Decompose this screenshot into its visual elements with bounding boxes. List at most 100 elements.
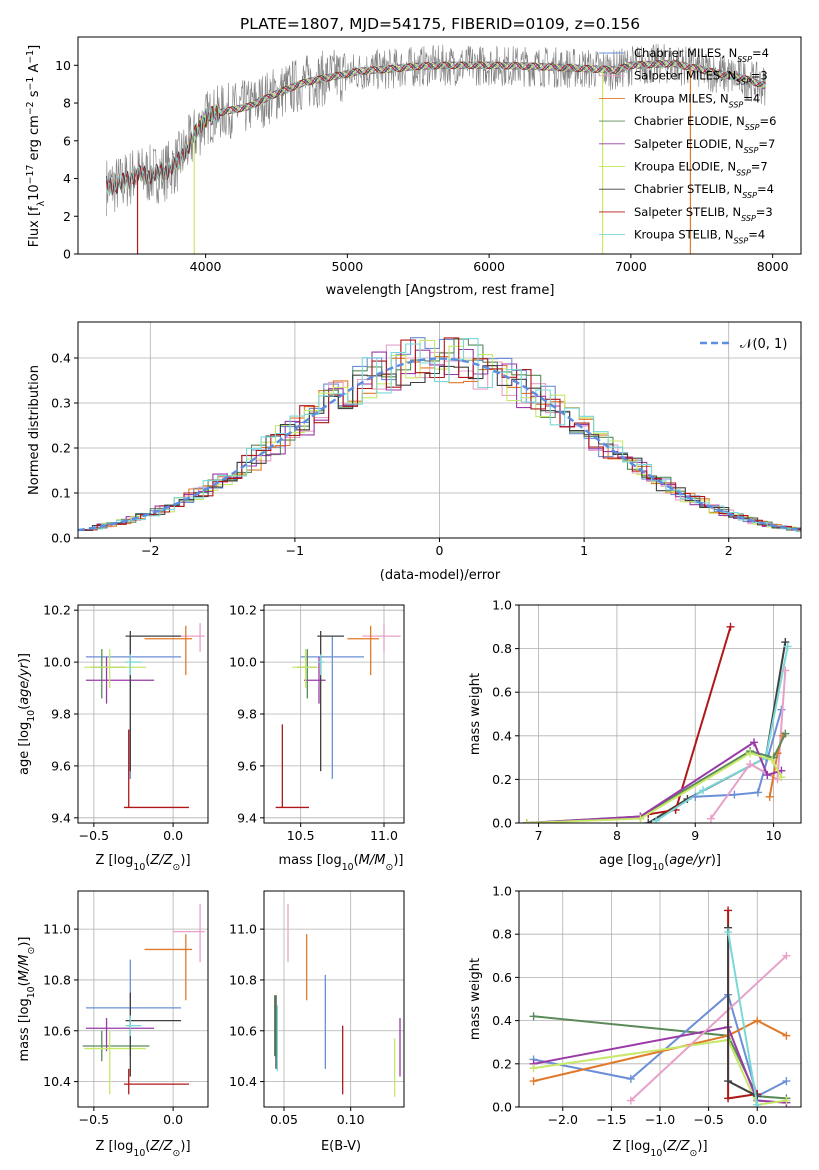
weight-marker [626,1096,635,1105]
weight-marker [626,1074,635,1083]
weight-marker [753,788,762,797]
weight-marker [768,755,777,764]
weight-line-salpeter_miles [710,670,787,820]
weight-marker [777,773,786,782]
y-tick-label: 10.0 [43,655,71,670]
axes-residuals: −2 −1 0 1 2 0.0 0.1 0.2 0.3 0.4 𝒩(0, 1) (data-model… [27,321,802,583]
weight-marker [636,814,645,823]
y-tick-label: 10.8 [229,972,257,987]
x-tick-label: −1 [286,543,304,558]
y-tick-label: 0.4 [492,728,512,743]
x-axis-label: Z [log10(Z/Z⊙)] [95,1139,190,1159]
x-axis-label: Z [log10(Z/Z⊙)] [95,853,190,873]
y-tick-label: 1.0 [492,884,512,899]
x-tick-label: 0 [436,543,444,558]
plot-area [529,906,791,1107]
axes-spectrum: 4000 5000 6000 7000 8000 0 2 4 6 8 10 Chabrier MILE… [25,36,802,298]
y-tick-label: 0.8 [492,641,512,656]
x-tick-label: 8 [613,828,621,843]
gaussian-curve [78,357,801,532]
axes-z_weight: −2.0 −1.5 −1.0 −0.5 0.0 0.0 0.2 0.4 0.6 0.8 1.0 Z [… [468,884,802,1159]
weight-marker [765,792,774,801]
axes-mass_age: 10.5 11.0 9.4 9.6 9.8 10.0 10.2 mass [log10(M/M… [229,603,405,873]
y-tick-label: 9.4 [237,810,257,825]
weight-marker [726,622,735,631]
y-axis-label: mass weight [468,958,483,1040]
axes-frame [263,890,405,1108]
weight-marker [782,1096,791,1105]
weight-line-kroupa_stelib [655,646,789,822]
y-tick-label: 10.6 [43,1023,71,1038]
weight-marker [753,1092,762,1101]
axes-z_mass: −0.5 0.0 10.4 10.6 10.8 11.0 Z [log10(Z/Z⊙)] ma… [17,890,209,1159]
x-tick-label: −2.0 [548,1112,578,1127]
x-tick-label: 11.0 [370,828,398,843]
x-tick-label: −0.5 [693,1112,723,1127]
weight-marker [529,1064,538,1073]
y-tick-label: 9.6 [51,758,71,773]
axes-ebv: 0.05 0.10 10.4 10.6 10.8 11.0 E(B-V) [229,890,405,1154]
x-tick-label: 7000 [615,259,647,274]
weight-marker [699,786,708,795]
x-tick-label: 0.10 [337,1112,365,1127]
weight-marker [529,1077,538,1086]
y-axis-label: mass [log10(M/M⊙)] [17,937,37,1062]
y-tick-label: 0.2 [492,1056,512,1071]
weight-marker [724,1094,733,1103]
weight-marker [529,1012,538,1021]
legend: Chabrier MILES, NSSP=4 Salpeter MILES, NS… [599,46,776,245]
weight-marker [522,819,531,823]
legend-label: 𝒩(0, 1) [740,337,787,352]
plot-area [275,623,401,809]
y-axis-label: Flux [fλ10−17 erg cm−2 s−1 A−1] [25,45,47,247]
weight-marker [782,951,791,960]
x-tick-label: 4000 [190,259,222,274]
y-tick-label: 0 [63,247,71,262]
x-tick-label: 6000 [473,259,505,274]
y-axis-label: mass weight [468,673,483,755]
y-tick-label: 0.6 [492,970,512,985]
y-tick-label: 0.3 [51,396,71,411]
weight-marker [724,1077,733,1086]
plot-area [78,337,801,533]
x-axis-label: wavelength [Angstrom, rest frame] [326,283,555,298]
y-tick-label: 9.4 [51,810,71,825]
weight-marker [730,790,739,799]
x-tick-label: 7 [535,828,543,843]
legend-label: Kroupa ELODIE, NSSP=7 [634,160,768,178]
x-tick-label: 0.0 [747,1112,767,1127]
y-tick-label: 11.0 [229,922,257,937]
y-tick-label: 10.2 [229,603,257,618]
y-tick-label: 0.2 [492,772,512,787]
histogram-kroupa_stelib [87,338,801,533]
weight-marker [746,760,755,769]
y-tick-label: 10.0 [229,655,257,670]
y-tick-label: 8 [63,96,71,111]
x-axis-label: mass [log10(M/M⊙)] [279,853,404,873]
plot-area [106,43,766,254]
x-tick-label: −2 [141,543,159,558]
y-tick-label: 0.1 [51,486,71,501]
x-tick-label: 0.0 [163,828,183,843]
y-tick-label: 10.8 [43,972,71,987]
y-tick-label: 1.0 [492,598,512,613]
axes-frame [77,36,802,255]
weight-line-salpeter_miles [630,955,788,1102]
weight-marker [783,642,792,651]
plot-area [84,623,205,809]
weight-marker [781,666,790,675]
weight-line-salpeter_elodie [533,1025,787,1104]
y-tick-label: 0.0 [492,1100,512,1115]
weight-marker [782,1031,791,1040]
weight-line-kroupa_elodie [533,1038,787,1106]
y-tick-label: 9.8 [51,707,71,722]
y-tick-label: 9.6 [237,758,257,773]
plot-area [522,622,792,823]
weight-marker [781,638,790,647]
legend-label: Chabrier STELIB, NSSP=4 [634,182,774,200]
y-tick-label: 6 [63,133,71,148]
x-tick-label: 9 [691,828,699,843]
weight-line-kroupa_miles [533,1019,787,1083]
